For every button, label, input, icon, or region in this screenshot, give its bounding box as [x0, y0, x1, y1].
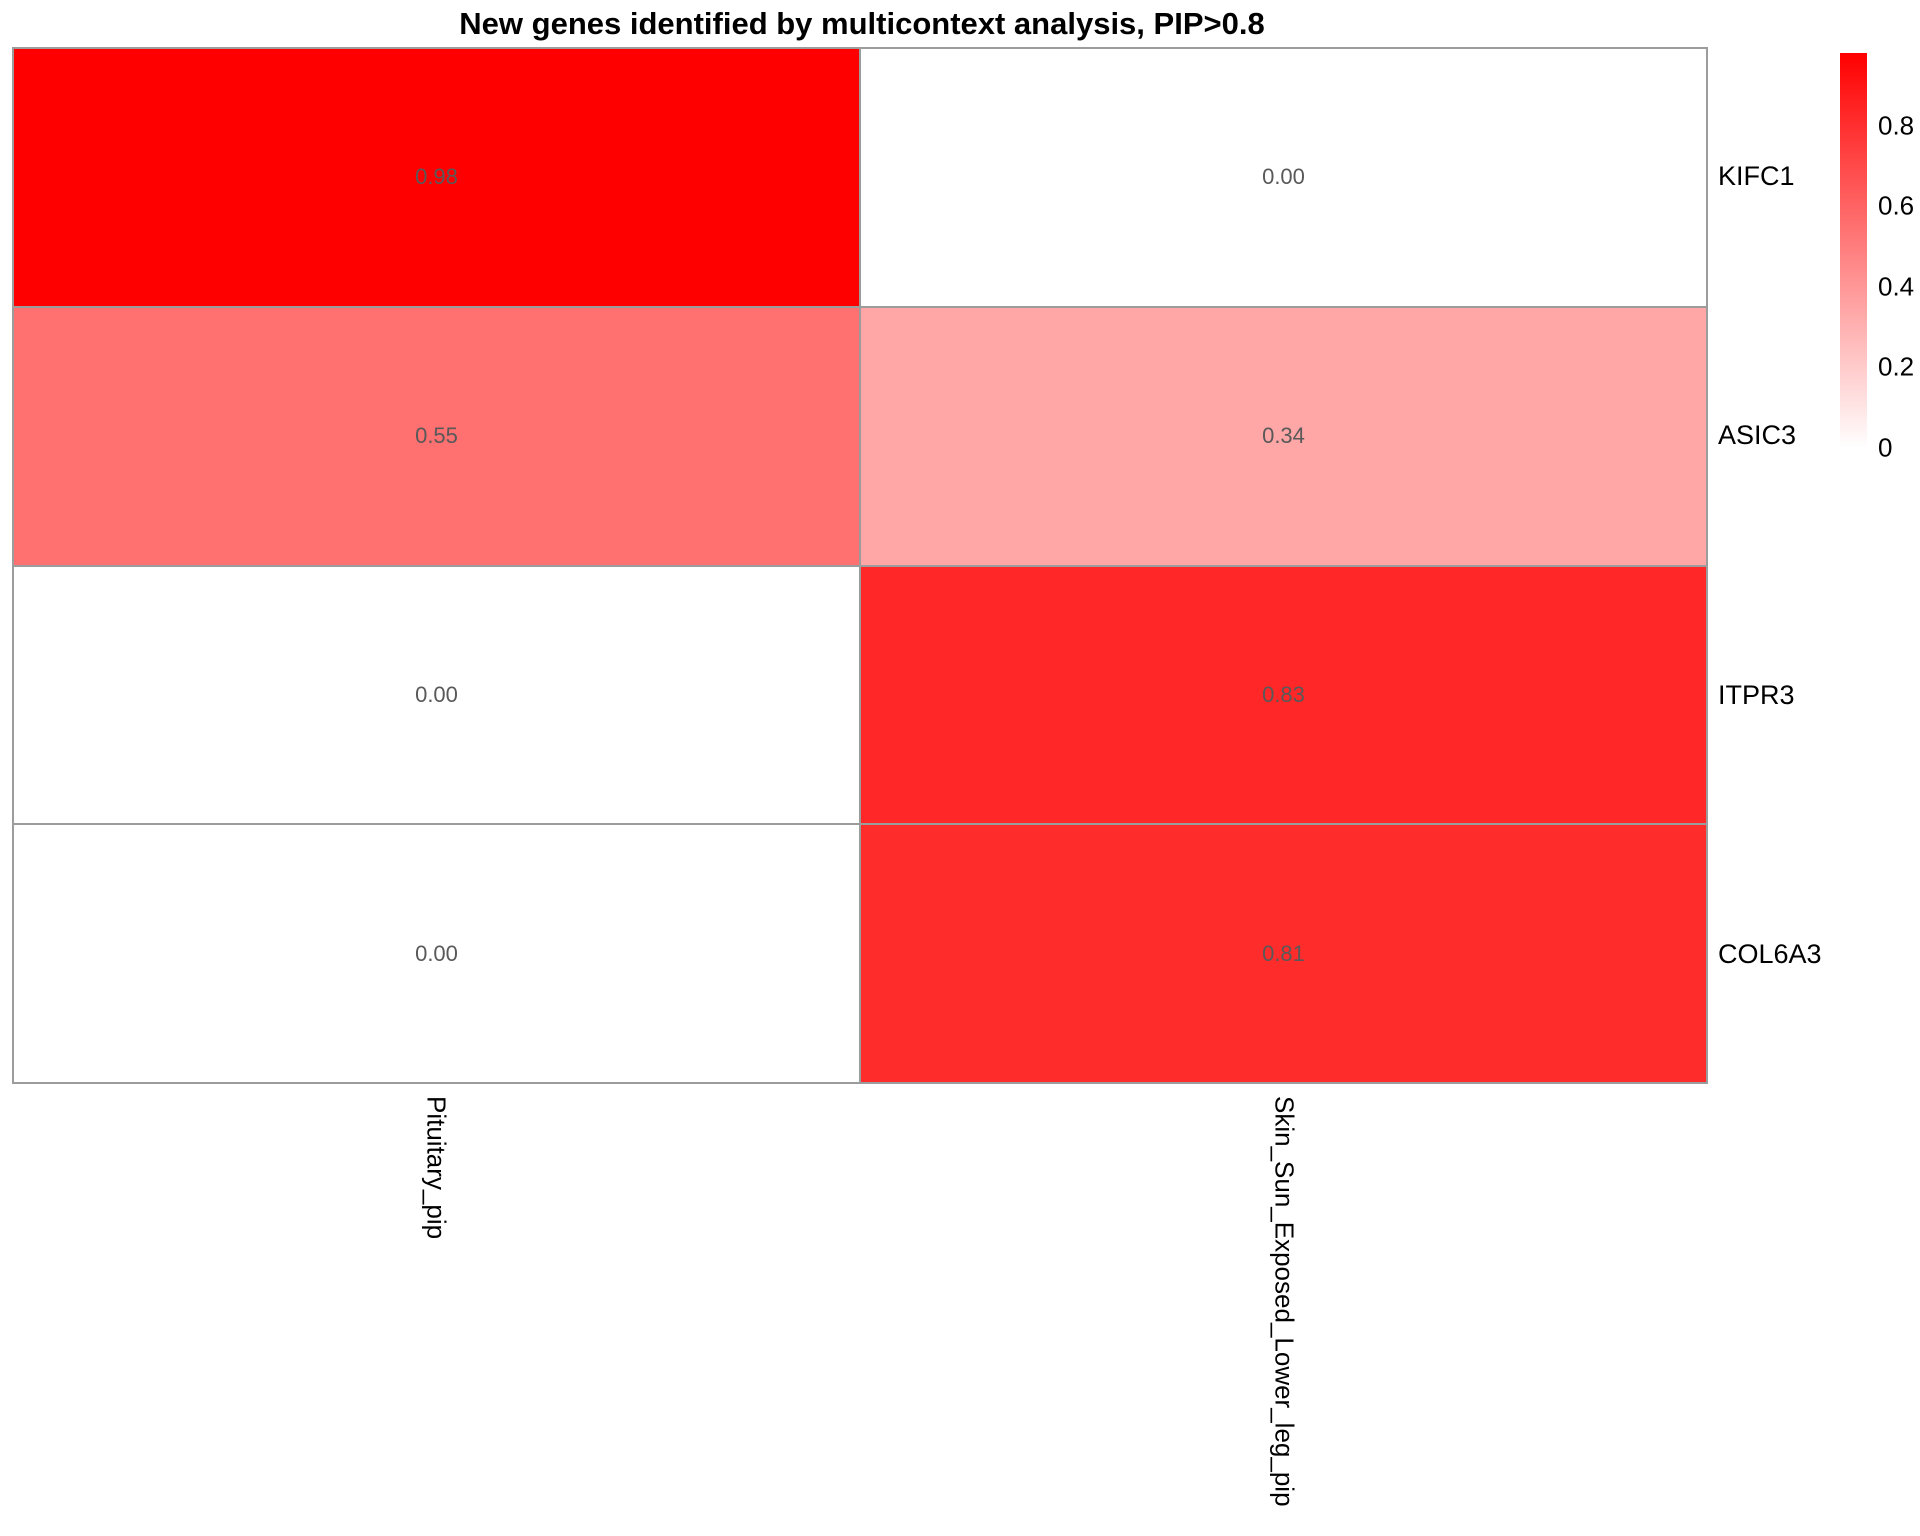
column-label-Skin_Sun_Exposed_Lower_leg_pip: Skin_Sun_Exposed_Lower_leg_pip [1269, 1096, 1300, 1507]
cell-value-label: 0.00 [1262, 164, 1305, 190]
column-label-Pituitary_pip: Pituitary_pip [421, 1096, 452, 1240]
heatmap: 0.98 0.00 0.55 0.34 0.00 0.83 0.00 0.81 [12, 47, 1708, 1084]
row-label-ITPR3: ITPR3 [1718, 679, 1795, 710]
heatmap-cell-ASIC3-Skin_Sun_Exposed_Lower_leg_pip: 0.34 [861, 307, 1706, 565]
row-label-COL6A3: COL6A3 [1718, 938, 1822, 969]
legend-tick-label-0: 0 [1878, 432, 1893, 463]
heatmap-cell-KIFC1-Skin_Sun_Exposed_Lower_leg_pip: 0.00 [861, 49, 1706, 306]
column-label-slot: Pituitary_pip [12, 1096, 860, 1507]
heatmap-cell-KIFC1-Pituitary_pip: 0.98 [14, 49, 859, 306]
column-labels: Pituitary_pip Skin_Sun_Exposed_Lower_leg_… [12, 1096, 1708, 1507]
heatmap-cell-COL6A3-Pituitary_pip: 0.00 [14, 825, 859, 1082]
column-label-slot: Skin_Sun_Exposed_Lower_leg_pip [860, 1096, 1708, 1507]
cell-value-label: 0.00 [415, 940, 458, 966]
legend-colorbar [1840, 53, 1867, 448]
heatmap-cell-ASIC3-Pituitary_pip: 0.55 [14, 307, 859, 565]
legend-tick-label-0.2: 0.2 [1878, 351, 1915, 382]
cell-value-label: 0.81 [1262, 940, 1305, 966]
row-labels: KIFC1 ASIC3 ITPR3 COL6A3 [1718, 47, 1822, 1084]
heatmap-cell-COL6A3-Skin_Sun_Exposed_Lower_leg_pip: 0.81 [861, 825, 1706, 1082]
row-label-ASIC3: ASIC3 [1718, 420, 1797, 451]
legend-tick-labels: 0.8 0.6 0.4 0.2 0 [1878, 53, 1920, 462]
cell-value-label: 0.00 [415, 681, 458, 707]
heatmap-cell-ITPR3-Pituitary_pip: 0.00 [14, 566, 859, 824]
cell-value-label: 0.98 [415, 164, 458, 190]
heatmap-cell-ITPR3-Skin_Sun_Exposed_Lower_leg_pip: 0.83 [861, 566, 1706, 824]
cell-value-label: 0.83 [1262, 681, 1305, 707]
cell-value-label: 0.34 [1262, 423, 1305, 449]
cell-value-label: 0.55 [415, 423, 458, 449]
legend-tick-label-0.8: 0.8 [1878, 110, 1915, 141]
chart-title: New genes identified by multicontext ana… [459, 6, 1265, 41]
legend-tick-label-0.4: 0.4 [1878, 271, 1915, 302]
legend-tick-label-0.6: 0.6 [1878, 190, 1915, 221]
row-label-KIFC1: KIFC1 [1718, 161, 1795, 192]
